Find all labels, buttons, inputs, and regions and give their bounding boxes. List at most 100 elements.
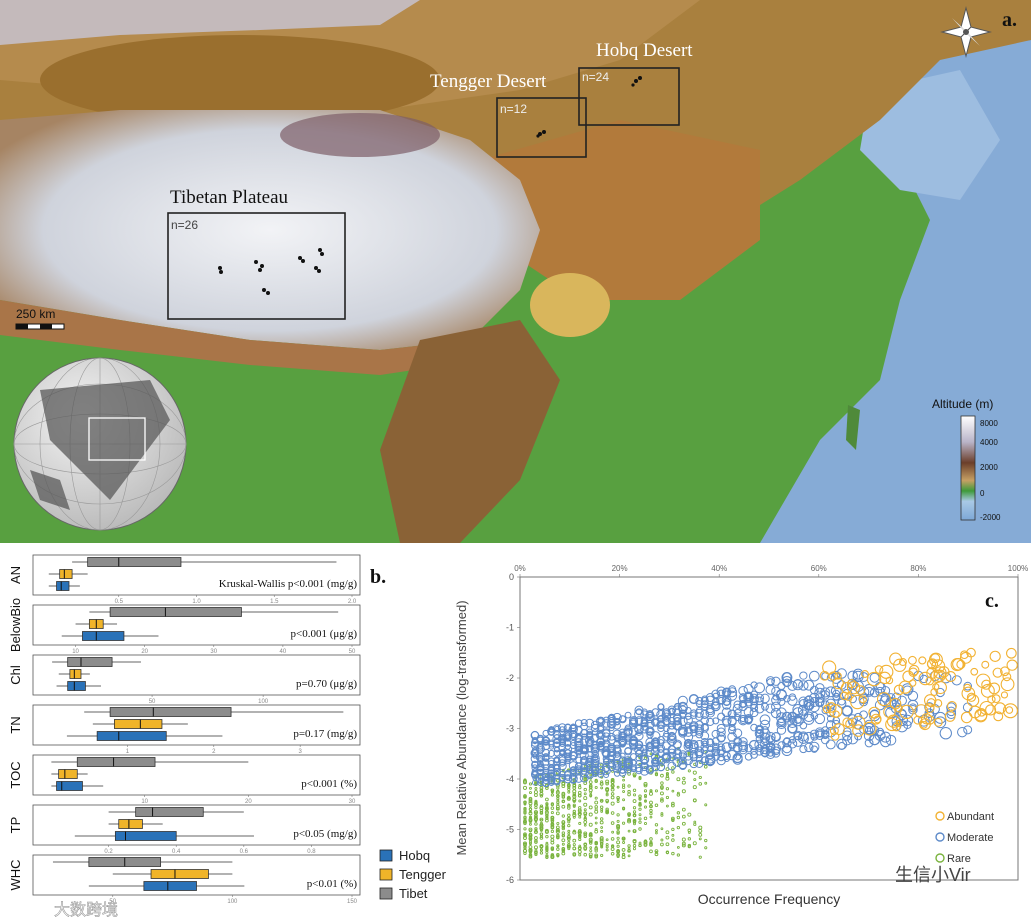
scale-bar bbox=[15, 323, 65, 330]
point-abundant bbox=[960, 650, 969, 660]
point-rare bbox=[588, 833, 593, 838]
point-abundant bbox=[966, 694, 980, 707]
point-moderate bbox=[651, 708, 660, 717]
point-abundant bbox=[855, 685, 866, 696]
point-abundant bbox=[846, 681, 861, 695]
point-moderate bbox=[700, 724, 709, 733]
point-rare bbox=[698, 855, 702, 859]
boxplot-legend: Hobq Tengger Tibet bbox=[379, 848, 447, 901]
point-moderate bbox=[683, 741, 694, 752]
boxplot-tick-label: 10 bbox=[72, 649, 79, 655]
point-rare bbox=[632, 774, 637, 778]
point-rare bbox=[561, 847, 566, 851]
point-abundant bbox=[895, 704, 903, 713]
point-rare bbox=[561, 833, 566, 838]
point-rare bbox=[616, 800, 620, 804]
point-moderate bbox=[542, 768, 550, 776]
point-moderate bbox=[543, 740, 549, 746]
point-rare bbox=[616, 850, 620, 854]
point-moderate bbox=[750, 681, 758, 689]
point-rare bbox=[627, 784, 631, 788]
point-rare bbox=[594, 821, 598, 825]
legend-label-moderate: Moderate bbox=[947, 832, 993, 844]
point-moderate bbox=[837, 742, 846, 750]
point-rare bbox=[534, 806, 538, 810]
point-rare bbox=[589, 841, 593, 845]
point-rare bbox=[583, 777, 588, 782]
stat-label: p<0.001 (μg/g) bbox=[291, 628, 358, 640]
point-rare bbox=[605, 809, 610, 814]
point-rare bbox=[616, 823, 621, 828]
point-moderate bbox=[799, 721, 808, 730]
point-rare bbox=[534, 793, 538, 798]
point-moderate bbox=[570, 766, 577, 772]
point-moderate bbox=[574, 733, 584, 743]
point-moderate bbox=[668, 722, 676, 730]
point-rare bbox=[583, 792, 587, 796]
point-abundant bbox=[1000, 666, 1010, 677]
point-rare bbox=[616, 855, 620, 859]
altitude-tick: -2000 bbox=[980, 513, 1001, 522]
point-moderate bbox=[678, 705, 688, 715]
point-rare bbox=[594, 846, 599, 851]
point-moderate bbox=[798, 680, 809, 691]
point-moderate bbox=[761, 750, 769, 758]
point-rare bbox=[643, 789, 648, 793]
point-rare bbox=[588, 852, 593, 857]
point-rare bbox=[704, 838, 708, 843]
point-moderate bbox=[554, 756, 560, 763]
point-moderate bbox=[617, 764, 628, 775]
point-rare bbox=[600, 844, 604, 848]
point-moderate bbox=[603, 742, 610, 749]
point-moderate bbox=[570, 755, 577, 761]
point-moderate bbox=[700, 738, 709, 747]
point-rare bbox=[561, 791, 566, 796]
point-moderate bbox=[701, 703, 709, 711]
point-rare bbox=[655, 829, 658, 833]
point-rare bbox=[550, 790, 554, 793]
point-moderate bbox=[815, 730, 825, 740]
point-rare bbox=[616, 836, 620, 840]
point-moderate bbox=[552, 724, 561, 733]
point-moderate bbox=[667, 733, 677, 743]
box-hobq bbox=[143, 881, 197, 891]
point-moderate bbox=[728, 726, 737, 735]
point-moderate bbox=[563, 774, 573, 784]
point-rare bbox=[671, 766, 675, 770]
point-rare bbox=[632, 839, 637, 844]
region-n-hobq: n=24 bbox=[582, 70, 609, 84]
compass-rose-icon bbox=[940, 6, 992, 58]
point-moderate bbox=[656, 709, 666, 720]
point-moderate bbox=[805, 695, 813, 703]
point-abundant bbox=[966, 647, 976, 658]
box-hobq bbox=[96, 731, 167, 741]
point-moderate bbox=[634, 709, 644, 720]
point-rare bbox=[534, 799, 538, 803]
point-moderate bbox=[848, 694, 857, 704]
point-rare bbox=[539, 836, 544, 840]
point-rare bbox=[660, 781, 664, 785]
point-moderate bbox=[548, 744, 555, 750]
point-rare bbox=[572, 830, 577, 835]
point-rare bbox=[638, 813, 642, 817]
point-rare bbox=[572, 813, 577, 818]
point-moderate bbox=[548, 772, 555, 779]
point-rare bbox=[522, 785, 528, 790]
point-rare bbox=[610, 783, 615, 788]
variable-label: BelowBio bbox=[8, 598, 23, 652]
point-abundant bbox=[966, 692, 977, 702]
point-rare bbox=[528, 840, 533, 844]
point-moderate bbox=[595, 730, 606, 740]
point-abundant bbox=[874, 665, 884, 674]
point-rare bbox=[676, 815, 681, 820]
point-abundant bbox=[918, 656, 927, 665]
point-moderate bbox=[579, 750, 589, 760]
point-moderate bbox=[934, 716, 947, 729]
point-moderate bbox=[781, 711, 793, 723]
point-rare bbox=[681, 841, 686, 846]
boxplot-tick-label: 150 bbox=[347, 899, 358, 905]
point-moderate bbox=[803, 695, 815, 707]
point-rare bbox=[616, 844, 620, 848]
point-moderate bbox=[677, 695, 688, 706]
point-rare bbox=[655, 831, 658, 835]
